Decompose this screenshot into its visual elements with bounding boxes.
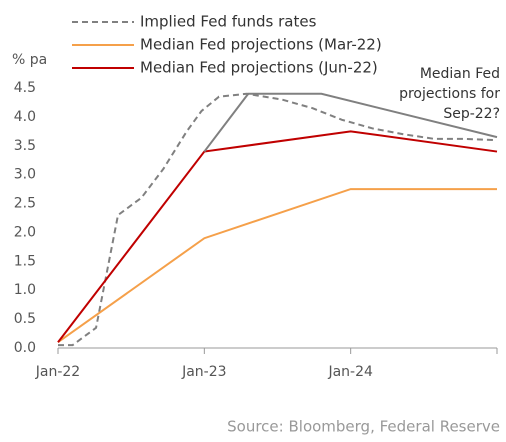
y-tick-label: 2.5 — [14, 196, 36, 212]
y-tick-label: 1.5 — [14, 253, 36, 269]
annotation: projections for — [399, 86, 500, 102]
y-tick-label: 4.0 — [14, 109, 36, 125]
annotation: Median Fed — [420, 66, 500, 82]
legend-label: Median Fed projections (Mar-22) — [140, 36, 382, 54]
y-tick-label: 4.5 — [14, 80, 36, 96]
series-line — [203, 92, 498, 153]
y-tick-label: 3.5 — [14, 138, 36, 154]
y-tick-label: 1.0 — [14, 282, 36, 298]
y-tick-label: 0.5 — [14, 311, 36, 327]
y-tick-label: 2.0 — [14, 224, 36, 240]
series-line — [57, 130, 498, 343]
legend-label: Implied Fed funds rates — [140, 13, 317, 31]
source: Source: Bloomberg, Federal Reserve — [227, 418, 500, 436]
x-tick-label: Jan-22 — [35, 364, 80, 380]
y-axis-label: % pa — [12, 52, 47, 68]
series-line — [58, 92, 495, 347]
x-tick-label: Jan-24 — [327, 364, 373, 380]
y-tick-label: 0.0 — [14, 340, 36, 356]
x-tick-label: Jan-23 — [181, 364, 226, 380]
annotation: Sep-22? — [443, 106, 500, 122]
legend-label: Median Fed projections (Jun-22) — [140, 59, 378, 77]
y-tick-label: 3.0 — [14, 167, 36, 183]
series-line — [57, 188, 497, 344]
